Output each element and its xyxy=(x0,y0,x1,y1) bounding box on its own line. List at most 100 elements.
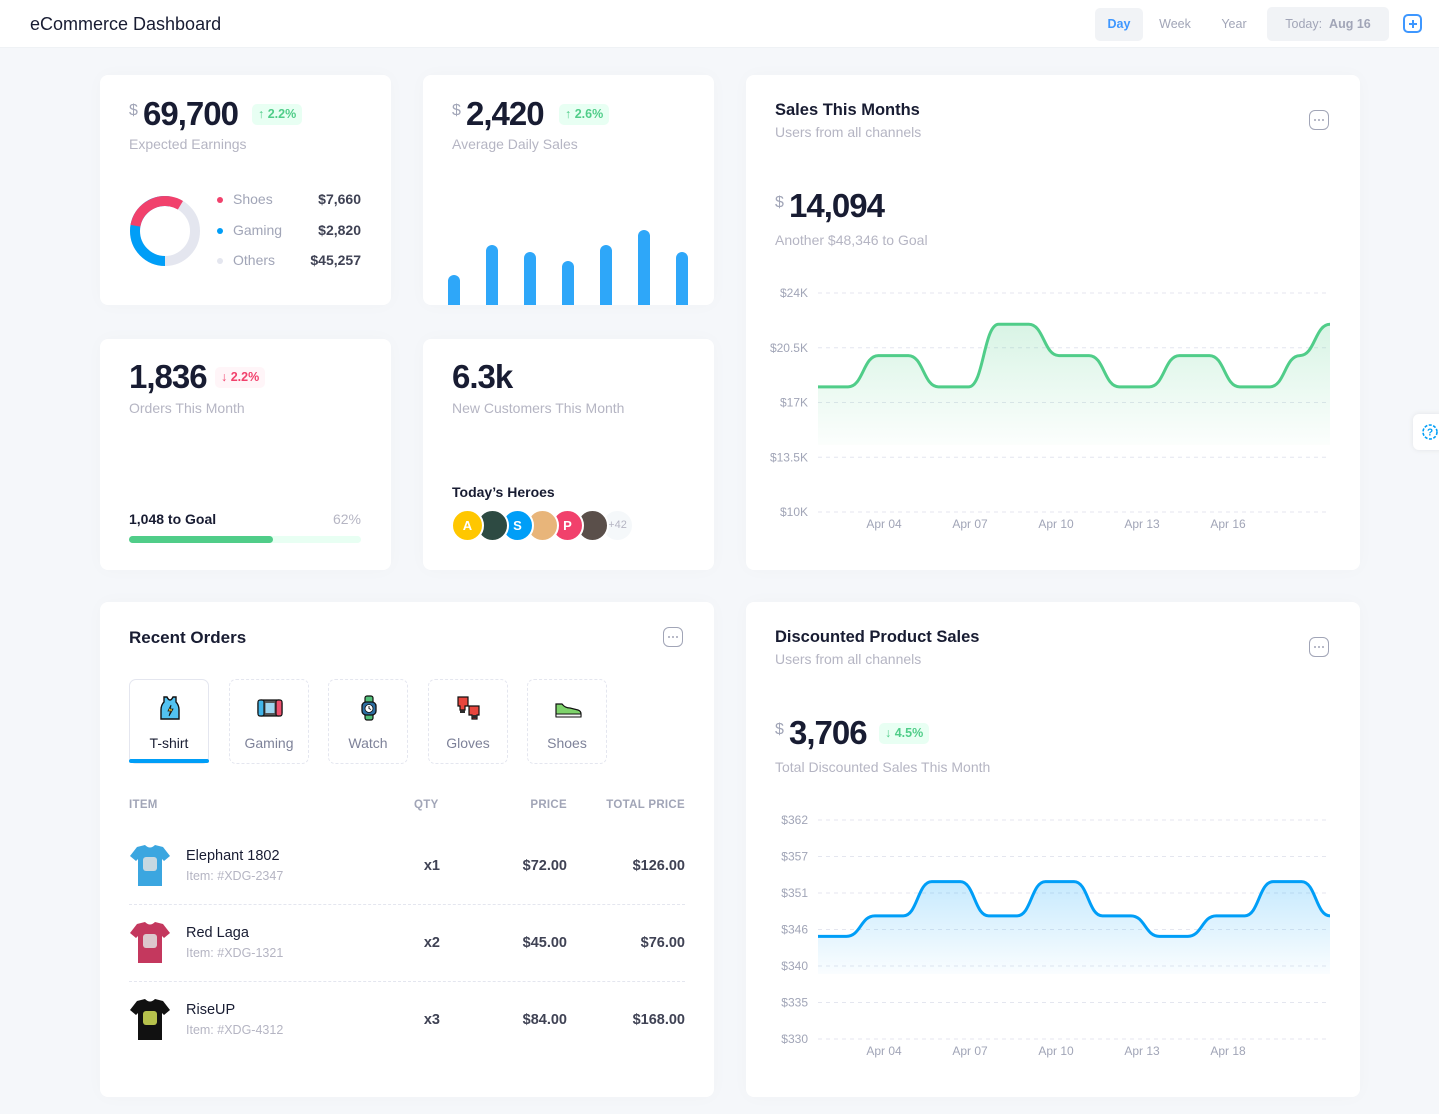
orders-label: Orders This Month xyxy=(129,400,245,416)
earnings-change: 2.2% xyxy=(267,107,297,121)
product-thumbnail xyxy=(130,845,170,886)
discounted-change: 4.5% xyxy=(894,726,924,740)
orders-change: 2.2% xyxy=(230,370,260,384)
help-button[interactable]: ? xyxy=(1413,414,1439,450)
price: $84.00 xyxy=(522,1012,567,1028)
discounted-value: 3,706 xyxy=(789,714,868,751)
y-tick-label: $20.5K xyxy=(770,341,808,355)
tab-label: Gaming xyxy=(244,735,294,751)
tab-shoes[interactable]: Shoes xyxy=(527,679,607,764)
daily-sales-bar xyxy=(676,252,688,305)
earnings-donut-chart xyxy=(130,196,200,266)
row-divider xyxy=(129,981,685,982)
tab-t-shirt[interactable]: T-shirt xyxy=(129,679,209,764)
daily-sales-label: Average Daily Sales xyxy=(452,136,578,152)
sales-card-title: Sales This Months xyxy=(775,101,920,119)
sales-month-value: 14,094 xyxy=(789,187,885,224)
recent-orders-title: Recent Orders xyxy=(129,628,247,647)
discounted-sales-card: Discounted Product Sales Users from all … xyxy=(746,602,1360,1097)
tab-label: Gloves xyxy=(446,735,490,751)
tab-label: Shoes xyxy=(547,735,587,751)
tab-gloves[interactable]: Gloves xyxy=(428,679,508,764)
more-options-icon[interactable] xyxy=(663,627,683,647)
series-line xyxy=(818,322,1331,389)
today-date-button[interactable]: Today: Aug 16 xyxy=(1267,7,1389,41)
y-tick-label: $351 xyxy=(781,886,808,900)
sales-card-subtitle: Users from all channels xyxy=(775,124,922,140)
new-customers-card: 6.3k New Customers This Month Today’s He… xyxy=(423,339,714,570)
y-tick-label: $10K xyxy=(780,505,808,519)
y-tick-label: $357 xyxy=(781,850,808,864)
goal-percent: 62% xyxy=(332,511,361,527)
daily-sales-bar xyxy=(562,261,574,305)
shoes-legend-dot xyxy=(217,197,223,203)
y-tick-label: $362 xyxy=(781,813,808,827)
hero-avatar[interactable]: A xyxy=(451,509,484,542)
range-year-button[interactable]: Year xyxy=(1221,17,1247,31)
y-tick-label: $340 xyxy=(781,959,808,973)
legend-others-label: Others xyxy=(233,252,276,268)
row-divider xyxy=(129,904,685,905)
quantity: x2 xyxy=(423,935,440,951)
game-console-icon xyxy=(257,699,283,717)
discounted-change-badge: ↓ 4.5% xyxy=(879,723,930,744)
x-tick-label: Apr 10 xyxy=(1038,1044,1074,1058)
plus-icon[interactable] xyxy=(1403,14,1422,33)
daily-sales-bar xyxy=(448,275,460,305)
sneaker-icon xyxy=(555,703,582,718)
total-price: $168.00 xyxy=(632,1012,685,1028)
series-line xyxy=(818,880,1331,938)
currency-symbol: $ xyxy=(775,721,784,738)
tab-gaming[interactable]: Gaming xyxy=(229,679,309,764)
daily-sales-change-badge: ↑ 2.6% xyxy=(559,104,610,125)
today-label: Today: xyxy=(1285,17,1323,31)
customers-value: 6.3k xyxy=(452,358,513,395)
range-day-button[interactable]: Day xyxy=(1095,8,1143,41)
discounted-card-subtitle: Users from all channels xyxy=(775,651,922,667)
tab-watch[interactable]: Watch xyxy=(328,679,408,764)
x-tick-label: Apr 10 xyxy=(1038,517,1074,531)
tab-label: Watch xyxy=(348,735,388,751)
page-title: eCommerce Dashboard xyxy=(30,14,222,34)
goal-progress-track xyxy=(129,536,361,543)
more-options-icon[interactable] xyxy=(1309,110,1329,130)
product-sku: Item: #XDG-4312 xyxy=(186,1023,284,1037)
product-name: Elephant 1802 xyxy=(186,848,280,864)
tank-top-icon xyxy=(160,696,180,720)
quantity: x1 xyxy=(423,858,440,874)
currency-symbol: $ xyxy=(129,102,138,119)
smartwatch-icon xyxy=(361,695,377,721)
boxing-gloves-icon xyxy=(457,696,480,720)
sales-this-month-card: Sales This Months Users from all channel… xyxy=(746,75,1360,570)
column-header-total-price: TOTAL PRICE xyxy=(606,799,685,811)
gaming-legend-dot xyxy=(217,228,223,234)
orders-value: 1,836 xyxy=(129,358,208,395)
x-tick-label: Apr 04 xyxy=(866,517,902,531)
daily-sales-value: 2,420 xyxy=(466,95,545,132)
series-area xyxy=(818,881,1330,974)
x-tick-label: Apr 07 xyxy=(952,517,988,531)
product-thumbnail xyxy=(130,999,170,1040)
expected-earnings-card: $ 69,700 ↑ 2.2% Expected Earnings Shoes … xyxy=(100,75,391,305)
column-header-item: ITEM xyxy=(129,799,158,811)
daily-sales-change: 2.6% xyxy=(574,107,604,121)
sales-area-chart: $24K $20.5K $17K $13.5K $10K Apr 04 Apr 07 Apr … xyxy=(770,286,1331,531)
column-header-qty: QTY xyxy=(414,799,439,811)
product-name: Red Laga xyxy=(186,925,249,941)
x-tick-label: Apr 04 xyxy=(866,1044,902,1058)
legend-shoes-label: Shoes xyxy=(233,191,273,207)
more-options-icon[interactable] xyxy=(1309,637,1329,657)
tab-label: T-shirt xyxy=(149,735,189,751)
x-tick-label: Apr 07 xyxy=(952,1044,988,1058)
y-tick-label: $330 xyxy=(781,1032,808,1046)
x-tick-label: Apr 13 xyxy=(1124,517,1160,531)
daily-sales-bar xyxy=(524,252,536,305)
range-week-button[interactable]: Week xyxy=(1159,17,1191,31)
y-tick-label: $13.5K xyxy=(770,450,808,464)
product-sku: Item: #XDG-1321 xyxy=(186,946,284,960)
goal-label: 1,048 to Goal xyxy=(129,511,217,527)
x-tick-label: Apr 13 xyxy=(1124,1044,1160,1058)
help-gear-icon: ? xyxy=(1422,424,1438,440)
price: $72.00 xyxy=(522,858,567,874)
active-tab-indicator xyxy=(129,759,209,763)
